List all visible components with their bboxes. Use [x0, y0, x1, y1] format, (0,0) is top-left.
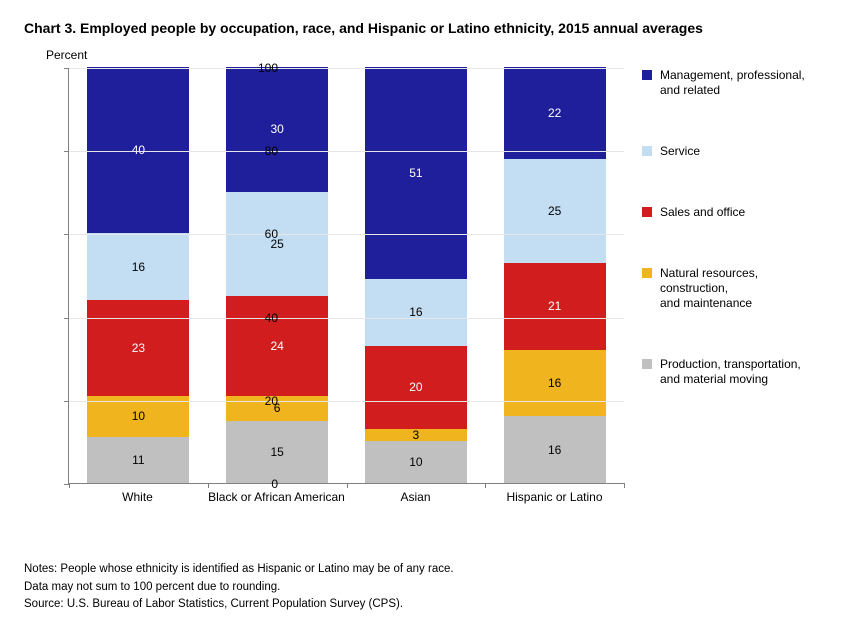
gridline — [69, 234, 624, 235]
x-tick-mark — [69, 483, 70, 488]
legend-item: Sales and office — [642, 205, 840, 220]
x-axis-label: Hispanic or Latino — [485, 490, 624, 504]
y-tick-mark — [64, 68, 69, 69]
y-tick-mark — [64, 401, 69, 402]
y-tick-mark — [64, 318, 69, 319]
bar-segment-mgmt: 30 — [226, 67, 328, 192]
bar-segment-mgmt: 22 — [504, 67, 606, 159]
legend-label: Production, transportation,and material … — [660, 357, 801, 387]
bar-segment-service: 16 — [365, 279, 467, 346]
chart-area: 11102316401562425301032016511616212522 W… — [24, 68, 840, 528]
x-tick-mark — [485, 483, 486, 488]
y-tick-label: 20 — [246, 394, 278, 408]
bar-column: 103201651 — [365, 68, 467, 483]
bar-segment-prod: 10 — [365, 441, 467, 483]
legend-swatch — [642, 268, 652, 278]
bars-container: 11102316401562425301032016511616212522 — [69, 68, 624, 483]
legend-label: Natural resources,construction,and maint… — [660, 266, 758, 311]
legend-item: Management, professional,and related — [642, 68, 840, 98]
legend-label: Service — [660, 144, 700, 159]
x-axis-label: Asian — [346, 490, 485, 504]
bar-column: 1110231640 — [87, 68, 189, 483]
note-line: Source: U.S. Bureau of Labor Statistics,… — [24, 596, 454, 613]
x-tick-mark — [347, 483, 348, 488]
x-tick-mark — [208, 483, 209, 488]
bar-segment-sales: 20 — [365, 346, 467, 429]
chart-title: Chart 3. Employed people by occupation, … — [24, 20, 840, 36]
gridline — [69, 318, 624, 319]
gridline — [69, 68, 624, 69]
note-line: Notes: People whose ethnicity is identif… — [24, 561, 454, 578]
x-tick-mark — [624, 483, 625, 488]
chart-notes: Notes: People whose ethnicity is identif… — [24, 561, 454, 613]
legend: Management, professional,and related Serv… — [642, 68, 840, 433]
legend-item: Natural resources,construction,and maint… — [642, 266, 840, 311]
legend-item: Production, transportation,and material … — [642, 357, 840, 387]
bar-segment-prod: 11 — [87, 437, 189, 483]
note-line: Data may not sum to 100 percent due to r… — [24, 579, 454, 596]
legend-swatch — [642, 70, 652, 80]
gridline — [69, 151, 624, 152]
bar-segment-sales: 21 — [504, 263, 606, 350]
bar-segment-natres: 3 — [365, 429, 467, 441]
bar-segment-sales: 23 — [87, 300, 189, 396]
y-tick-label: 40 — [246, 311, 278, 325]
bar-segment-prod: 16 — [504, 416, 606, 483]
x-axis-label: Black or African American — [207, 490, 346, 504]
y-tick-label: 0 — [246, 477, 278, 491]
legend-label: Sales and office — [660, 205, 745, 220]
plot-region: 11102316401562425301032016511616212522 — [68, 68, 624, 484]
bar-segment-service: 25 — [226, 192, 328, 296]
y-tick-mark — [64, 234, 69, 235]
bar-segment-service: 25 — [504, 159, 606, 263]
bar-column: 156242530 — [226, 68, 328, 483]
y-tick-label: 100 — [246, 61, 278, 75]
x-axis-label: White — [68, 490, 207, 504]
legend-label: Management, professional,and related — [660, 68, 805, 98]
x-axis-labels: WhiteBlack or African AmericanAsianHispa… — [68, 490, 624, 504]
legend-swatch — [642, 359, 652, 369]
bar-segment-natres: 16 — [504, 350, 606, 417]
y-axis-label: Percent — [46, 48, 87, 62]
y-tick-label: 60 — [246, 227, 278, 241]
gridline — [69, 401, 624, 402]
legend-swatch — [642, 207, 652, 217]
legend-swatch — [642, 146, 652, 156]
bar-segment-service: 16 — [87, 233, 189, 300]
y-tick-label: 80 — [246, 144, 278, 158]
bar-segment-natres: 10 — [87, 396, 189, 438]
bar-column: 1616212522 — [504, 68, 606, 483]
bar-segment-prod: 15 — [226, 421, 328, 483]
y-tick-mark — [64, 151, 69, 152]
bar-segment-mgmt: 51 — [365, 67, 467, 279]
legend-item: Service — [642, 144, 840, 159]
